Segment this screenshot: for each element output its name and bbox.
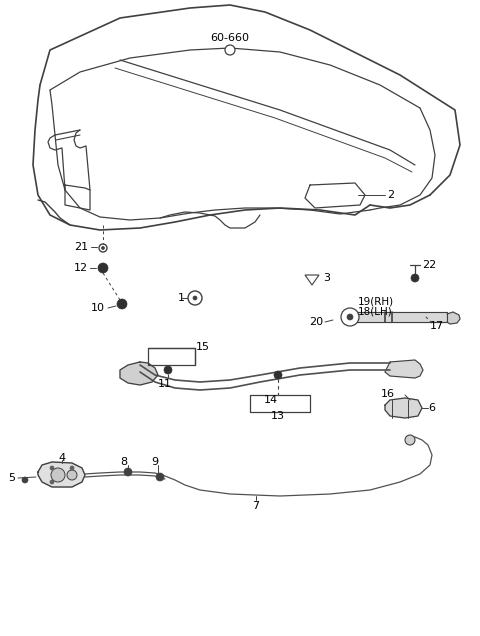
Text: 8: 8 (120, 457, 128, 467)
Polygon shape (305, 275, 319, 285)
Circle shape (156, 473, 164, 481)
Text: 12: 12 (74, 263, 88, 273)
Circle shape (51, 468, 65, 482)
Text: 3: 3 (323, 273, 330, 283)
Text: 5: 5 (9, 473, 15, 483)
Text: 1: 1 (178, 293, 185, 303)
Circle shape (347, 314, 353, 320)
Circle shape (405, 435, 415, 445)
Polygon shape (447, 312, 460, 324)
Circle shape (99, 244, 107, 252)
Text: 2: 2 (387, 190, 394, 200)
Text: 22: 22 (422, 260, 436, 270)
Circle shape (98, 263, 108, 273)
Text: 14: 14 (264, 395, 278, 405)
Text: 7: 7 (252, 501, 260, 511)
Polygon shape (385, 398, 422, 418)
Circle shape (124, 468, 132, 476)
Text: 4: 4 (59, 453, 66, 463)
Circle shape (101, 247, 105, 249)
Circle shape (50, 466, 54, 470)
Circle shape (274, 371, 282, 379)
Text: 18(LH): 18(LH) (358, 307, 393, 317)
Text: 13: 13 (271, 411, 285, 421)
Circle shape (50, 480, 54, 484)
Text: 11: 11 (158, 379, 172, 389)
Polygon shape (120, 362, 158, 385)
Circle shape (70, 466, 74, 470)
Circle shape (117, 299, 127, 309)
Text: 20: 20 (309, 317, 323, 327)
Text: 6: 6 (428, 403, 435, 413)
Text: 9: 9 (151, 457, 158, 467)
Polygon shape (355, 312, 447, 322)
Circle shape (411, 274, 419, 282)
Polygon shape (38, 462, 85, 487)
Text: 21: 21 (74, 242, 88, 252)
Circle shape (225, 45, 235, 55)
Circle shape (164, 366, 172, 374)
Text: 15: 15 (196, 342, 210, 352)
Text: 60-660: 60-660 (211, 33, 250, 43)
Polygon shape (385, 360, 423, 378)
Circle shape (193, 296, 197, 300)
Text: 10: 10 (91, 303, 105, 313)
Text: 19(RH): 19(RH) (358, 297, 394, 307)
Text: 17: 17 (430, 321, 444, 331)
Circle shape (67, 470, 77, 480)
Text: 16: 16 (381, 389, 395, 399)
Circle shape (188, 291, 202, 305)
Circle shape (22, 477, 28, 483)
Circle shape (341, 308, 359, 326)
